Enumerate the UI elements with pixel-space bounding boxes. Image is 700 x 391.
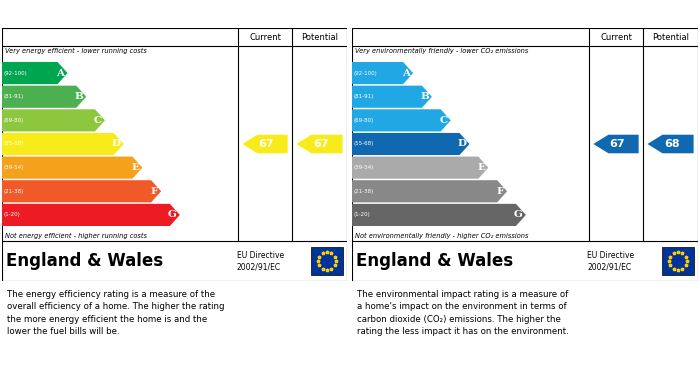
Text: Not energy efficient - higher running costs: Not energy efficient - higher running co… xyxy=(5,233,147,239)
Polygon shape xyxy=(352,156,489,179)
Polygon shape xyxy=(2,180,161,203)
Text: (92-100): (92-100) xyxy=(354,70,378,75)
Text: D: D xyxy=(111,140,120,149)
Text: Energy Efficiency Rating: Energy Efficiency Rating xyxy=(7,7,178,20)
Text: (81-91): (81-91) xyxy=(354,94,374,99)
Text: (39-54): (39-54) xyxy=(4,165,25,170)
Text: B: B xyxy=(74,92,83,101)
Text: (21-38): (21-38) xyxy=(4,189,25,194)
Text: (55-68): (55-68) xyxy=(4,142,25,147)
Text: 67: 67 xyxy=(313,139,328,149)
Text: Current: Current xyxy=(249,32,281,41)
Text: EU Directive
2002/91/EC: EU Directive 2002/91/EC xyxy=(237,251,284,271)
Text: G: G xyxy=(514,210,523,219)
Text: (1-20): (1-20) xyxy=(4,212,21,217)
Polygon shape xyxy=(352,62,413,84)
Text: (1-20): (1-20) xyxy=(354,212,371,217)
Polygon shape xyxy=(2,86,86,108)
Text: Not environmentally friendly - higher CO₂ emissions: Not environmentally friendly - higher CO… xyxy=(355,233,528,239)
Text: Very energy efficient - lower running costs: Very energy efficient - lower running co… xyxy=(5,48,147,54)
Text: (55-68): (55-68) xyxy=(354,142,374,147)
Text: The environmental impact rating is a measure of
a home's impact on the environme: The environmental impact rating is a mea… xyxy=(357,290,569,336)
Polygon shape xyxy=(648,135,694,153)
Polygon shape xyxy=(296,135,342,153)
Text: Environmental Impact (CO₂) Rating: Environmental Impact (CO₂) Rating xyxy=(357,7,603,20)
Text: Current: Current xyxy=(600,32,632,41)
Text: E: E xyxy=(477,163,485,172)
Polygon shape xyxy=(352,86,432,108)
Text: E: E xyxy=(132,163,139,172)
Polygon shape xyxy=(352,204,526,226)
Text: (21-38): (21-38) xyxy=(354,189,374,194)
Polygon shape xyxy=(2,133,124,155)
FancyBboxPatch shape xyxy=(662,247,694,275)
Text: England & Wales: England & Wales xyxy=(6,252,163,270)
Text: F: F xyxy=(497,187,504,196)
Text: C: C xyxy=(94,116,102,125)
Polygon shape xyxy=(2,156,142,179)
Text: The energy efficiency rating is a measure of the
overall efficiency of a home. T: The energy efficiency rating is a measur… xyxy=(7,290,225,336)
Text: F: F xyxy=(150,187,158,196)
Text: A: A xyxy=(57,68,64,77)
Polygon shape xyxy=(352,180,507,203)
Text: Potential: Potential xyxy=(652,32,689,41)
Polygon shape xyxy=(2,204,180,226)
Text: A: A xyxy=(402,68,410,77)
Text: 68: 68 xyxy=(664,139,680,149)
Text: (92-100): (92-100) xyxy=(4,70,28,75)
Text: Very environmentally friendly - lower CO₂ emissions: Very environmentally friendly - lower CO… xyxy=(355,48,528,54)
Text: (69-80): (69-80) xyxy=(354,118,374,123)
Text: G: G xyxy=(168,210,177,219)
Polygon shape xyxy=(352,109,451,131)
Text: (39-54): (39-54) xyxy=(354,165,374,170)
Polygon shape xyxy=(2,62,67,84)
Polygon shape xyxy=(2,109,105,131)
Text: B: B xyxy=(420,92,429,101)
Polygon shape xyxy=(352,133,470,155)
Text: D: D xyxy=(457,140,466,149)
Text: England & Wales: England & Wales xyxy=(356,252,513,270)
Text: Potential: Potential xyxy=(301,32,338,41)
Text: EU Directive
2002/91/EC: EU Directive 2002/91/EC xyxy=(587,251,634,271)
FancyBboxPatch shape xyxy=(311,247,343,275)
Polygon shape xyxy=(242,135,288,153)
Text: C: C xyxy=(440,116,448,125)
Text: (81-91): (81-91) xyxy=(4,94,25,99)
Text: (69-80): (69-80) xyxy=(4,118,25,123)
Polygon shape xyxy=(594,135,638,153)
Text: 67: 67 xyxy=(258,139,274,149)
Text: 67: 67 xyxy=(609,139,625,149)
